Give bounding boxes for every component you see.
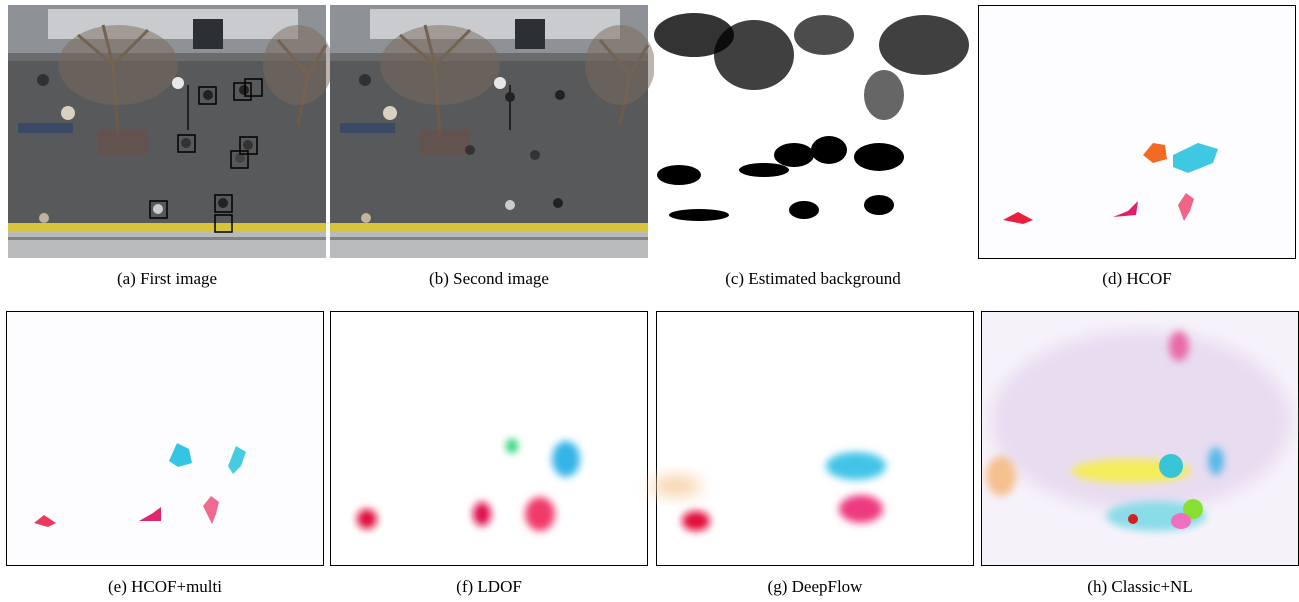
panel-deepflow: [651, 312, 974, 566]
caption: (d) HCOF: [1102, 269, 1171, 288]
panel-second-image: [330, 5, 655, 258]
panel-ldof: [331, 312, 648, 566]
panel-first-image: [8, 5, 333, 258]
panel-hcof-multi: [7, 312, 324, 566]
figure: (a) First image (b) Second image (c) Est…: [0, 0, 1299, 602]
caption: (a) First image: [117, 269, 217, 288]
caption: (c) Estimated background: [725, 269, 901, 288]
caption: (f) LDOF: [456, 577, 522, 596]
panel-estimated-background: [654, 5, 972, 258]
caption: (g) DeepFlow: [768, 577, 864, 596]
panel-hcof: [979, 6, 1296, 259]
caption: (e) HCOF+multi: [108, 577, 222, 596]
caption: (h) Classic+NL: [1087, 577, 1192, 596]
caption: (b) Second image: [429, 269, 549, 288]
panel-classic-nl: [982, 312, 1299, 566]
